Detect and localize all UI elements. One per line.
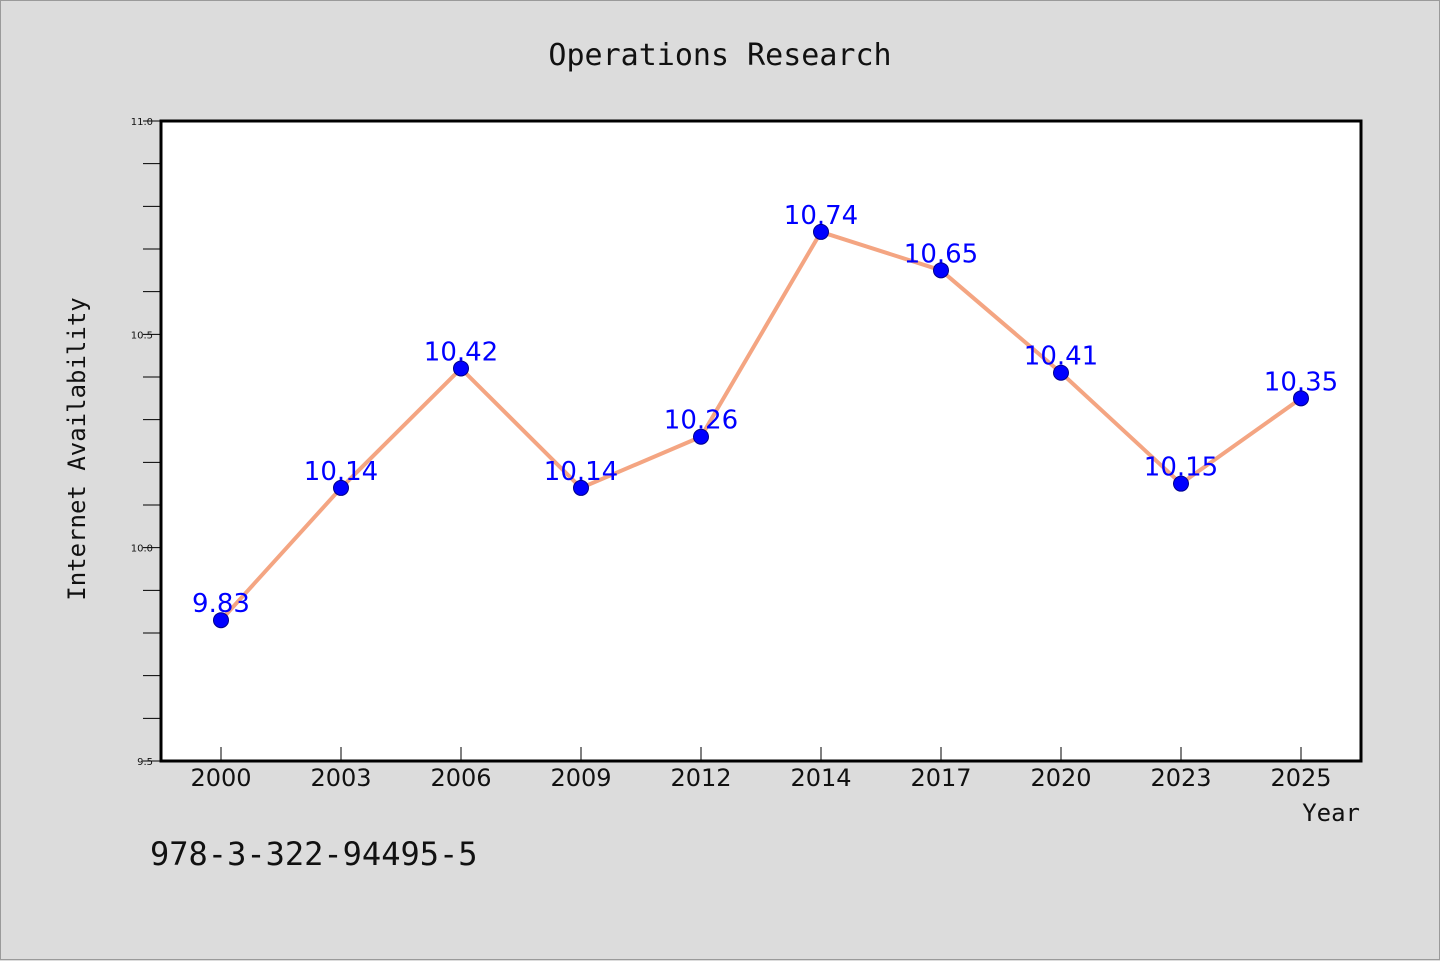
data-point bbox=[333, 479, 349, 496]
x-tick-label: 2020 bbox=[1030, 764, 1091, 792]
data-point bbox=[813, 223, 829, 240]
data-point bbox=[1173, 475, 1189, 492]
y-tick-label: 9.5 bbox=[137, 757, 153, 768]
x-tick-label: 2003 bbox=[310, 764, 371, 792]
data-label: 10.35 bbox=[1264, 367, 1338, 397]
data-label: 10.41 bbox=[1024, 342, 1098, 372]
y-axis: 9.5 10.0 10.5 11.0 bbox=[131, 117, 161, 768]
chart-title: Operations Research bbox=[548, 38, 891, 73]
data-label: 10.26 bbox=[664, 406, 738, 436]
isbn-code: 978-3-322-94495-5 bbox=[150, 835, 478, 873]
series-line bbox=[219, 229, 1303, 622]
x-tick-label: 2000 bbox=[190, 764, 251, 792]
y-tick-label: 10.0 bbox=[131, 544, 153, 555]
data-label: 9.83 bbox=[192, 589, 250, 619]
x-tick-label: 2012 bbox=[670, 764, 731, 792]
data-point bbox=[933, 262, 949, 279]
x-axis-label: Year bbox=[1302, 799, 1360, 827]
x-axis: 2000 2003 2006 2009 2012 2014 2017 2020 2023 2025 bbox=[190, 747, 1332, 792]
data-label: 10.15 bbox=[1144, 453, 1218, 483]
data-point bbox=[1053, 364, 1069, 381]
data-point bbox=[1293, 390, 1309, 407]
x-tick-label: 2025 bbox=[1270, 764, 1331, 792]
data-label: 10.74 bbox=[784, 201, 858, 231]
data-point bbox=[213, 612, 229, 629]
data-label: 10.42 bbox=[424, 337, 498, 367]
y-tick-label: 10.5 bbox=[131, 330, 153, 341]
x-tick-label: 2009 bbox=[550, 764, 611, 792]
series-layer: 9.83 10.14 10.42 10.14 10.26 10.74 10.65 10.41 1… bbox=[192, 201, 1338, 629]
x-tick-label: 2017 bbox=[910, 764, 971, 792]
y-tick-label: 11.0 bbox=[131, 117, 153, 128]
data-label: 10.14 bbox=[304, 457, 378, 487]
data-label: 10.14 bbox=[544, 457, 618, 487]
y-axis-label: Internet Availability bbox=[63, 297, 91, 600]
data-point bbox=[573, 479, 589, 496]
plot-area bbox=[159, 119, 1363, 763]
x-tick-label: 2014 bbox=[790, 764, 851, 792]
x-tick-label: 2023 bbox=[1150, 764, 1211, 792]
x-tick-label: 2006 bbox=[430, 764, 491, 792]
data-point bbox=[693, 428, 709, 445]
data-label: 10.65 bbox=[904, 239, 978, 269]
data-point bbox=[453, 360, 469, 377]
